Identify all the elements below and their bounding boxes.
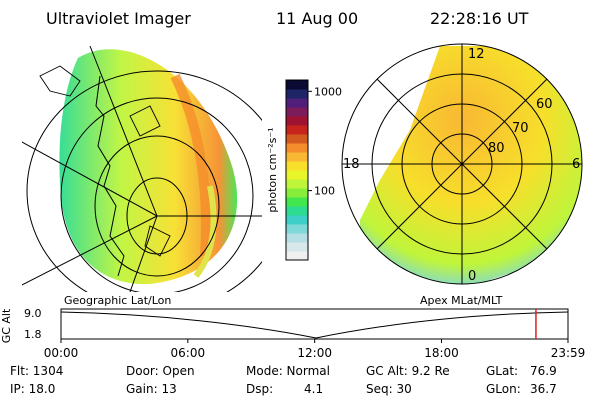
coastline (95, 75, 125, 277)
colorbar-cell (286, 89, 308, 99)
gain-value: Gain: 13 (126, 382, 177, 396)
mode-value: Mode: Normal (246, 364, 330, 378)
colorbar-cell (286, 188, 308, 198)
colorbar-cell (286, 251, 308, 261)
mlt-label-12: 12 (468, 47, 485, 62)
glon-value: 36.7 (530, 382, 557, 396)
colorbar-cell (286, 125, 308, 135)
timeline: GC Alt 9.0 1.8 00:00 06:00 12:00 18:00 23:59 (0, 307, 586, 360)
colorbar-tick-label: 1000 (314, 85, 342, 98)
right-panel-label: Apex MLat/MLT (420, 294, 503, 307)
left-panel-label: Geographic Lat/Lon (64, 294, 172, 307)
colorbar-cell (286, 224, 308, 234)
colorbar-cell (286, 143, 308, 153)
colorbar: 1000 100 photon cm⁻²s⁻¹ (266, 79, 342, 261)
mlt-label-18: 18 (343, 157, 360, 172)
dsp-label: Dsp: (246, 382, 274, 396)
colorbar-cell (286, 215, 308, 225)
ip-value: IP: 18.0 (10, 382, 56, 396)
timeline-ytick-top: 9.0 (24, 307, 42, 320)
timeline-ytick-bottom: 1.8 (24, 328, 42, 341)
colorbar-cell (286, 233, 308, 243)
sequence-value: Seq: 30 (366, 382, 412, 396)
date-label: 11 Aug 00 (276, 9, 359, 28)
dsp-value: 4.1 (304, 382, 324, 396)
door-status: Door: Open (126, 364, 195, 378)
colorbar-cell (286, 134, 308, 144)
colorbar-cell (286, 98, 308, 108)
timeline-tick-label: 18:00 (424, 346, 459, 360)
colorbar-cell (286, 152, 308, 162)
colorbar-cell (286, 197, 308, 207)
colorbar-cell (286, 161, 308, 171)
colorbar-cell (286, 170, 308, 180)
geographic-image (22, 45, 262, 292)
instrument-title: Ultraviolet Imager (46, 9, 191, 28)
lat-label-80: 80 (488, 141, 505, 156)
flight-number: Flt: 1304 (10, 364, 64, 378)
timeline-tick-label: 00:00 (44, 346, 79, 360)
timeline-tick-label: 06:00 (171, 346, 206, 360)
lat-label-70: 70 (512, 121, 529, 136)
colorbar-cell (286, 242, 308, 252)
magnetic-image: 12 18 6 0 60 70 80 (341, 43, 583, 285)
timeline-ylabel: GC Alt (0, 308, 13, 343)
colorbar-cell (286, 80, 308, 90)
colorbar-unit-label: photon cm⁻²s⁻¹ (266, 127, 279, 212)
colorbar-tick-label: 100 (314, 185, 335, 198)
timeline-tick-label: 23:59 (551, 346, 586, 360)
colorbar-cell (286, 179, 308, 189)
glat-value: 76.9 (530, 364, 557, 378)
altitude-curve (60, 311, 569, 339)
mlt-label-6: 6 (572, 157, 580, 172)
timeline-tick-label: 12:00 (297, 346, 332, 360)
time-label: 22:28:16 UT (430, 9, 529, 28)
colorbar-cell (286, 116, 308, 126)
glon-label: GLon: (486, 382, 521, 396)
lat-label-60: 60 (536, 97, 553, 112)
gc-alt-value: GC Alt: 9.2 Re (366, 364, 450, 378)
glat-label: GLat: (486, 364, 519, 378)
colorbar-cell (286, 206, 308, 216)
colorbar-cell (286, 107, 308, 117)
mlt-label-0: 0 (468, 269, 476, 284)
polar-cap-emission (360, 46, 582, 284)
timeline-frame (60, 308, 569, 340)
